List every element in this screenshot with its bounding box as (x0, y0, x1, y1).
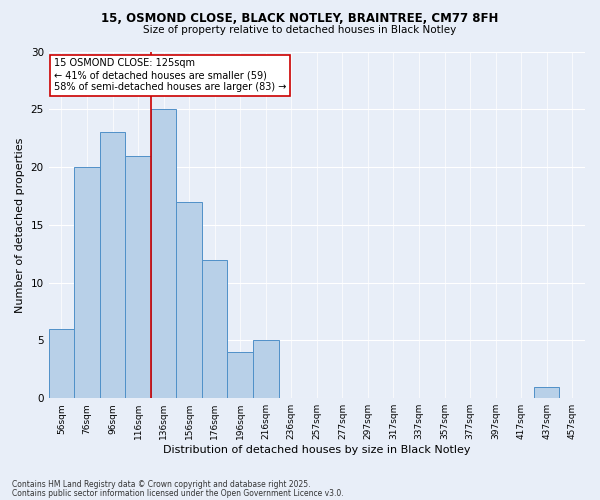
Bar (534, 386, 559, 398)
Bar (151, 110, 176, 398)
Bar (100, 132, 125, 398)
Bar (253, 340, 278, 398)
X-axis label: Distribution of detached houses by size in Black Notley: Distribution of detached houses by size … (163, 445, 470, 455)
Bar (227, 352, 253, 398)
Bar (202, 260, 227, 398)
Y-axis label: Number of detached properties: Number of detached properties (15, 137, 25, 312)
Text: 15, OSMOND CLOSE, BLACK NOTLEY, BRAINTREE, CM77 8FH: 15, OSMOND CLOSE, BLACK NOTLEY, BRAINTRE… (101, 12, 499, 26)
Bar (125, 156, 151, 398)
Text: 15 OSMOND CLOSE: 125sqm
← 41% of detached houses are smaller (59)
58% of semi-de: 15 OSMOND CLOSE: 125sqm ← 41% of detache… (54, 58, 286, 92)
Text: Size of property relative to detached houses in Black Notley: Size of property relative to detached ho… (143, 25, 457, 35)
Bar (176, 202, 202, 398)
Bar (49, 329, 74, 398)
Bar (74, 167, 100, 398)
Text: Contains HM Land Registry data © Crown copyright and database right 2025.: Contains HM Land Registry data © Crown c… (12, 480, 311, 489)
Text: Contains public sector information licensed under the Open Government Licence v3: Contains public sector information licen… (12, 488, 344, 498)
